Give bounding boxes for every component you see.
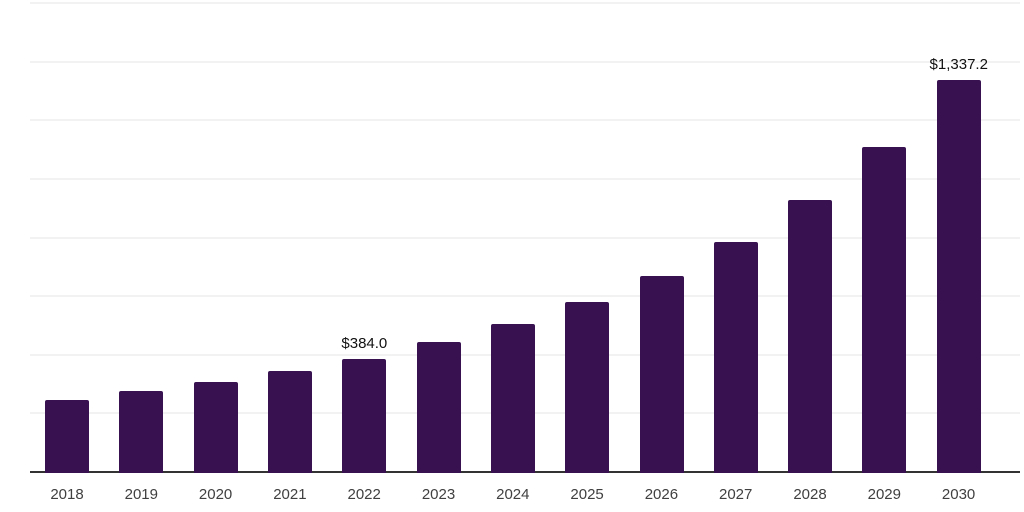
bar-2028: [788, 199, 833, 473]
x-tick-label-2020: 2020: [198, 486, 233, 503]
x-tick-label-2027: 2027: [719, 486, 753, 503]
gridline-800: [30, 236, 1020, 239]
x-tick-label-2018: 2018: [50, 486, 84, 503]
bar-2024: [490, 323, 535, 473]
gridline-1200: [30, 119, 1020, 122]
x-tick-label-2019: 2019: [124, 486, 158, 503]
gridline-600: [30, 295, 1020, 298]
x-tick-label-2023: 2023: [421, 486, 456, 503]
x-tick-label-2022: 2022: [347, 486, 381, 503]
gridline-1000: [30, 177, 1020, 180]
bar-2025: [565, 301, 610, 473]
x-tick-label-2024: 2024: [496, 486, 530, 503]
bar-2018: [45, 400, 90, 473]
bar-2027: [713, 242, 758, 473]
gridline-1400: [30, 60, 1020, 63]
x-tick-label-2026: 2026: [644, 486, 679, 503]
bar-2019: [119, 391, 164, 473]
x-tick-label-2030: 2030: [941, 486, 976, 503]
x-tick-label-2025: 2025: [570, 486, 604, 503]
bar-2021: [268, 371, 313, 473]
data-label-2030: $1,337.2: [929, 56, 988, 74]
bar-2026: [639, 275, 684, 473]
bar-2030: [936, 80, 981, 473]
x-tick-label-2029: 2029: [867, 486, 901, 503]
bar-2029: [862, 147, 907, 473]
x-tick-label-2021: 2021: [273, 486, 307, 503]
bar-2020: [193, 382, 238, 473]
x-tick-label-2028: 2028: [793, 486, 827, 503]
bar-2022: [342, 359, 387, 473]
bar-2023: [416, 342, 461, 473]
gridline-1600: [30, 1, 1020, 4]
data-label-2022: $384.0: [341, 335, 388, 353]
